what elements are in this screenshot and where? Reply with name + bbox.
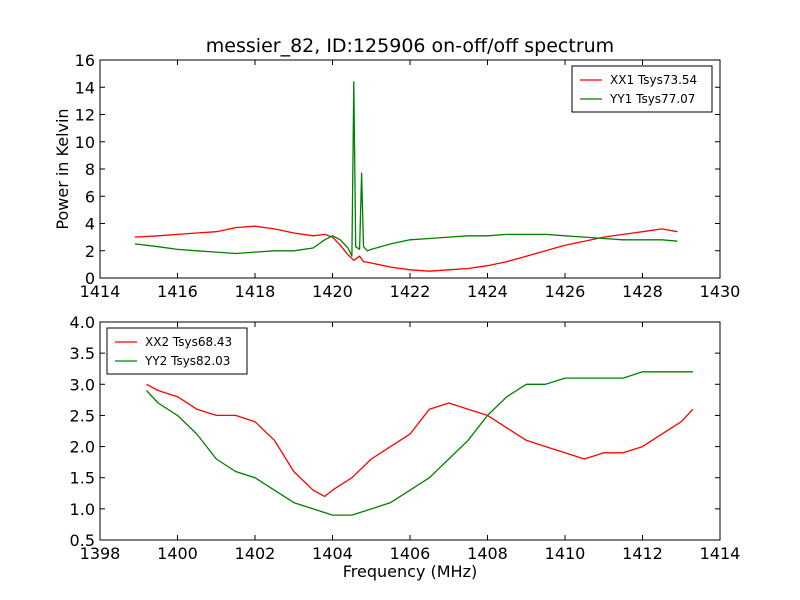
x-tick-label: 1412: [622, 544, 663, 563]
y-tick-label: 3.5: [70, 344, 95, 363]
y-tick-label: 1.5: [70, 469, 95, 488]
x-tick-label: 1428: [622, 282, 663, 301]
legend-label: YY2 Tsys82.03: [144, 354, 230, 368]
x-tick-label: 1408: [467, 544, 508, 563]
x-tick-label: 1406: [390, 544, 431, 563]
legend: XX2 Tsys68.43 YY2 Tsys82.03: [106, 327, 248, 375]
top-panel: 1414 1416 1418 1420 1422 1424 1426 1428 14300246…: [53, 35, 740, 301]
y-tick-label: 12: [75, 106, 95, 125]
y-tick-label: 1.0: [70, 500, 95, 519]
x-tick-label: 1422: [390, 282, 431, 301]
x-tick-label: 1426: [545, 282, 586, 301]
legend-label: YY1 Tsys77.07: [609, 92, 695, 106]
bottom-panel: 1398 1400 1402 1404 1406 1408 1410 1412 1414 0.5 1…: [70, 313, 741, 581]
y-tick-label: 8: [85, 160, 95, 179]
y-tick-label: 2.0: [70, 438, 95, 457]
x-tick-label: 1416: [157, 282, 198, 301]
y-tick-label: 6: [85, 187, 95, 206]
y-tick-label: 3.0: [70, 375, 95, 394]
y-tick-label: 14: [75, 78, 95, 97]
x-tick-label: 1404: [312, 544, 353, 563]
x-tick-label: 1400: [157, 544, 198, 563]
y-tick-label: 0: [85, 269, 95, 288]
x-tick-label: 1414: [700, 544, 741, 563]
y-tick-label: 0.5: [70, 531, 95, 550]
y-tick-label: 4: [85, 215, 95, 234]
y-tick-label: 2: [85, 242, 95, 261]
y-tick-label: 4.0: [70, 313, 95, 332]
x-axis-label: Frequency (MHz): [343, 562, 477, 581]
x-tick-label: 1414: [80, 282, 121, 301]
legend-label: XX2 Tsys68.43: [145, 335, 232, 349]
x-tick-label: 1424: [467, 282, 508, 301]
x-tick-label: 1402: [235, 544, 276, 563]
x-tick-label: 1398: [80, 544, 121, 563]
legend: XX1 Tsys73.54 YY1 Tsys77.07: [571, 65, 713, 113]
chart-title: messier_82, ID:125906 on-off/off spectru…: [206, 35, 614, 57]
x-tick-label: 1410: [545, 544, 586, 563]
series-line-1: [134, 81, 678, 257]
legend-box: [571, 65, 713, 113]
x-tick-label: 1420: [312, 282, 353, 301]
y-axis-label: Power in Kelvin: [53, 108, 72, 229]
legend-label: XX1 Tsys73.54: [610, 73, 697, 87]
legend-box: [106, 327, 248, 375]
series-line-0: [134, 225, 678, 272]
x-tick-label: 1430: [700, 282, 741, 301]
y-tick-label: 10: [75, 133, 95, 152]
y-tick-label: 16: [75, 51, 95, 70]
x-tick-label: 1418: [235, 282, 276, 301]
series-line-0: [146, 383, 694, 498]
y-tick-label: 2.5: [70, 406, 95, 425]
series-line-1: [146, 371, 693, 516]
